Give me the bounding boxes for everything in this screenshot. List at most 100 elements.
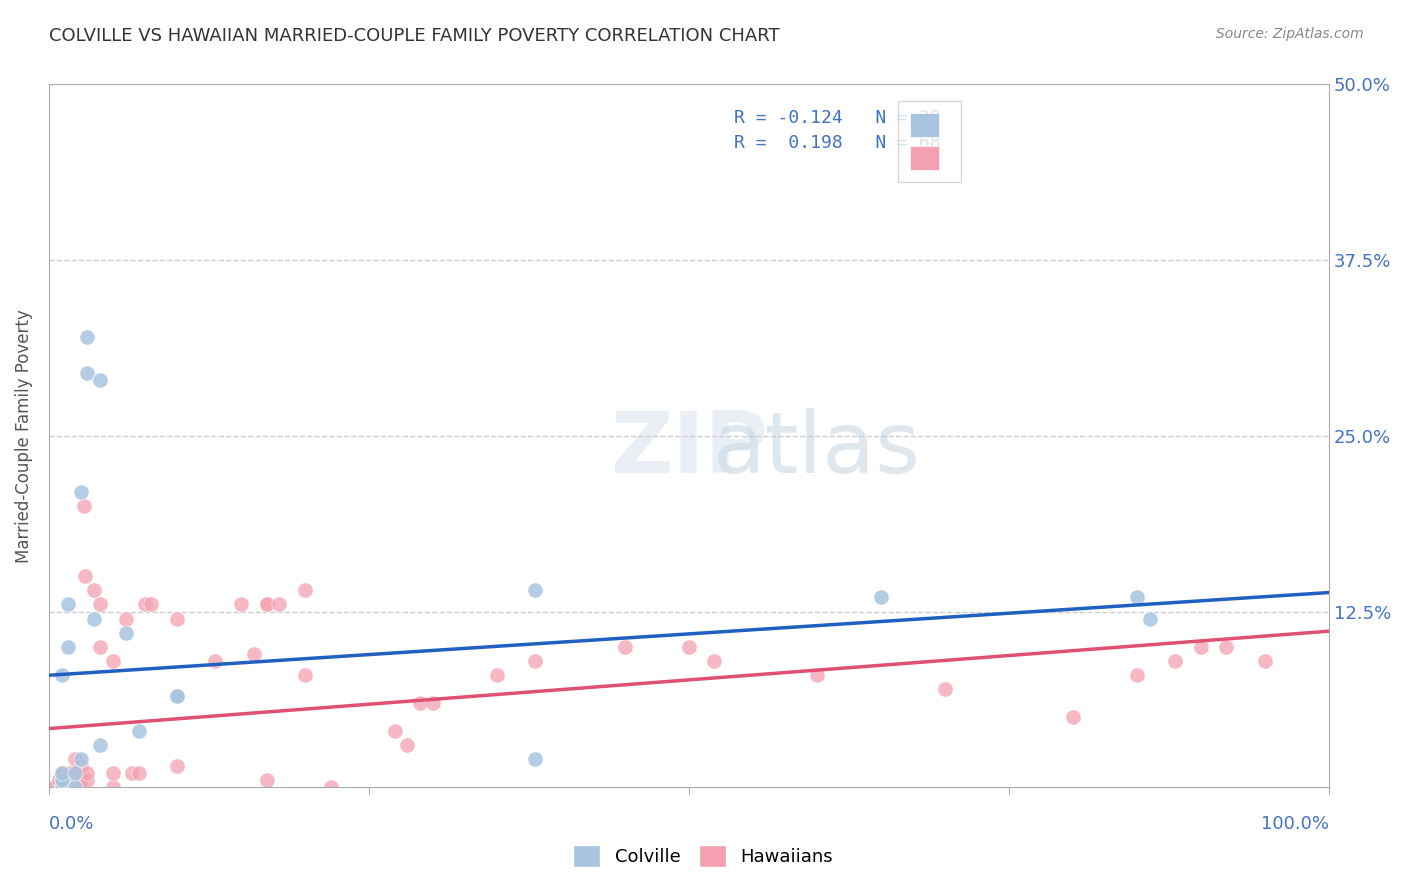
Point [89, 598, 111, 612]
Y-axis label: Married-Couple Family Poverty: Married-Couple Family Poverty [15, 309, 32, 563]
Point [1164, 654, 1187, 668]
Point [89, 738, 111, 752]
Point [409, 696, 432, 710]
Legend: Colville, Hawaiians: Colville, Hawaiians [567, 838, 839, 874]
Point [51, 766, 73, 780]
Point [51, 667, 73, 681]
Point [44, 780, 66, 794]
Point [70, 485, 93, 500]
Legend: , : , [898, 101, 960, 182]
Point [76, 366, 98, 380]
Point [134, 598, 156, 612]
Point [204, 654, 226, 668]
Point [166, 689, 188, 703]
Point [76, 330, 98, 344]
Point [51, 780, 73, 794]
Point [51, 780, 73, 794]
Point [114, 625, 136, 640]
Point [229, 598, 252, 612]
Point [51, 766, 73, 780]
Point [1189, 640, 1212, 654]
Point [58, 766, 80, 780]
Point [256, 773, 278, 788]
Point [51, 780, 73, 794]
Point [256, 598, 278, 612]
Point [51, 780, 73, 794]
Point [70, 759, 93, 773]
Point [524, 752, 547, 766]
Point [101, 654, 124, 668]
Point [56, 598, 79, 612]
Point [63, 752, 86, 766]
Text: atlas: atlas [713, 409, 921, 491]
Point [59, 766, 82, 780]
Point [56, 773, 79, 788]
Point [89, 640, 111, 654]
Point [83, 583, 105, 598]
Point [269, 598, 291, 612]
Point [63, 780, 86, 794]
Point [76, 773, 98, 788]
Point [70, 752, 93, 766]
Point [613, 640, 636, 654]
Point [101, 780, 124, 794]
Point [70, 773, 93, 788]
Point [256, 598, 278, 612]
Point [44, 780, 66, 794]
Point [1126, 667, 1149, 681]
Point [166, 759, 188, 773]
Text: R =  0.198   N = 68: R = 0.198 N = 68 [734, 134, 941, 152]
Point [166, 611, 188, 625]
Point [51, 780, 73, 794]
Point [70, 773, 93, 788]
Point [141, 598, 163, 612]
Point [524, 654, 547, 668]
Text: R = -0.124   N = 28: R = -0.124 N = 28 [734, 109, 941, 127]
Point [56, 640, 79, 654]
Point [73, 569, 96, 583]
Point [319, 780, 342, 794]
Point [1139, 611, 1161, 625]
Point [1254, 654, 1277, 668]
Point [63, 766, 86, 780]
Point [524, 583, 547, 598]
Point [58, 773, 80, 788]
Text: Source: ZipAtlas.com: Source: ZipAtlas.com [1216, 27, 1364, 41]
Text: 0.0%: 0.0% [49, 815, 94, 833]
Point [53, 766, 76, 780]
Text: ZIP: ZIP [610, 409, 768, 491]
Point [101, 766, 124, 780]
Point [48, 780, 70, 794]
Point [869, 591, 891, 605]
Point [396, 738, 419, 752]
Point [89, 373, 111, 387]
Point [485, 667, 508, 681]
Point [384, 723, 406, 738]
Point [294, 583, 316, 598]
Point [66, 773, 89, 788]
Point [83, 611, 105, 625]
Point [678, 640, 700, 654]
Point [166, 689, 188, 703]
Point [1126, 591, 1149, 605]
Point [128, 723, 150, 738]
Point [76, 766, 98, 780]
Point [48, 773, 70, 788]
Point [121, 766, 143, 780]
Point [1062, 710, 1084, 724]
Point [66, 766, 89, 780]
Point [294, 667, 316, 681]
Point [56, 780, 79, 794]
Point [934, 681, 956, 696]
Point [114, 611, 136, 625]
Point [1215, 640, 1237, 654]
Point [128, 766, 150, 780]
Point [422, 696, 444, 710]
Point [806, 667, 828, 681]
Point [703, 654, 725, 668]
Point [242, 647, 264, 661]
Point [53, 780, 76, 794]
Point [51, 773, 73, 788]
Point [72, 499, 94, 513]
Text: COLVILLE VS HAWAIIAN MARRIED-COUPLE FAMILY POVERTY CORRELATION CHART: COLVILLE VS HAWAIIAN MARRIED-COUPLE FAMI… [49, 27, 780, 45]
